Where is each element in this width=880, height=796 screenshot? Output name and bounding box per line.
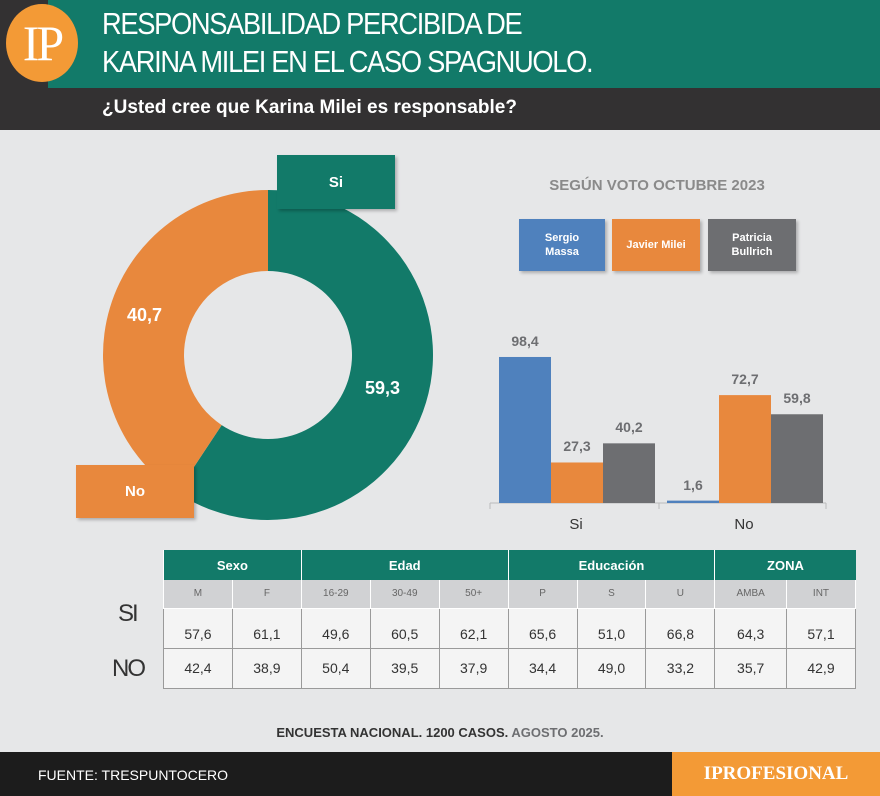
column-header: AMBA [714, 580, 787, 609]
question: ¿Usted cree que Karina Milei es responsa… [102, 97, 517, 118]
table-cell: 61,1 [231, 607, 302, 649]
table-cell: 66,8 [645, 607, 716, 649]
column-header: M [163, 580, 233, 609]
donut-slice-si [176, 190, 433, 520]
bar-no-0 [667, 500, 719, 503]
group-header: Educación [507, 550, 715, 580]
donut-label-si: Si [277, 155, 395, 209]
donut-chart [102, 190, 433, 520]
column-header: 16-29 [300, 580, 371, 609]
group-header: Sexo [163, 550, 302, 580]
title-bar [48, 0, 880, 88]
donut-slice-no [102, 190, 268, 493]
donut-value-no: 40,7 [127, 305, 163, 325]
table-cell: 42,9 [785, 647, 857, 689]
survey-date: AGOSTO 2025. [511, 725, 604, 740]
table-cell: 64,3 [714, 607, 787, 649]
table-cell: 33,2 [645, 647, 716, 689]
column-header: S [576, 580, 647, 609]
bar-si-2 [603, 443, 655, 503]
bar-chart [489, 356, 827, 509]
bar-chart-title: SEGÚN VOTO OCTUBRE 2023 [549, 177, 765, 194]
table-cell: 57,6 [163, 607, 233, 649]
table-cell: 49,6 [300, 607, 371, 649]
table-cell: 60,5 [369, 607, 440, 649]
x-label-si: Si [569, 516, 583, 533]
table-cell: 34,4 [507, 647, 578, 689]
table-cell: 35,7 [714, 647, 787, 689]
table-cell: 50,4 [300, 647, 371, 689]
demographics-table: Sexo Edad Educación ZONA M F 16-29 30-49 50+ P S U A… [163, 550, 857, 689]
legend-javier-milei: Javier Milei [612, 219, 700, 271]
table-cell: 62,1 [438, 607, 509, 649]
charts-svg [102, 190, 827, 520]
bar-value-label: 1,6 [683, 476, 703, 493]
group-header: ZONA [714, 550, 856, 580]
table-cell: 42,4 [163, 647, 233, 689]
row-label-no: NO [112, 655, 146, 682]
column-header: F [231, 580, 302, 609]
legend-sergio-massa: Sergio Massa [519, 219, 605, 271]
group-header: Edad [300, 550, 509, 580]
column-header: 50+ [438, 580, 509, 609]
ip-logo: IP [6, 4, 78, 82]
table-cell: 51,0 [576, 607, 647, 649]
table-cell: 37,9 [438, 647, 509, 689]
table-cell: 65,6 [507, 607, 578, 649]
bar-value-label: 72,7 [731, 371, 759, 388]
donut-value-si: 59,3 [365, 378, 401, 398]
column-header: INT [785, 580, 857, 609]
bar-no-2 [771, 414, 823, 503]
bar-no-1 [719, 395, 771, 503]
x-label-no: No [734, 516, 754, 533]
bar-value-label: 40,2 [615, 419, 643, 436]
column-header: U [645, 580, 716, 609]
bar-si-0 [499, 356, 551, 503]
bar-si-1 [551, 462, 603, 503]
bar-value-label: 59,8 [783, 390, 811, 407]
column-header: 30-49 [369, 580, 440, 609]
column-header: P [507, 580, 578, 609]
brand-logo: IPROFESIONAL [672, 752, 880, 796]
legend-patricia-bullrich: Patricia Bullrich [708, 219, 796, 271]
table-cell: 38,9 [231, 647, 302, 689]
bar-value-label: 27,3 [563, 438, 591, 455]
table-cell: 39,5 [369, 647, 440, 689]
table-cell: 49,0 [576, 647, 647, 689]
donut-label-no: No [76, 465, 194, 518]
title-line-2: KARINA MILEI EN EL CASO SPAGNUOLO. [102, 44, 594, 79]
survey-note: ENCUESTA NACIONAL. 1200 CASOS. AGOSTO 20… [0, 725, 880, 740]
bar-value-label: 98,4 [511, 332, 539, 349]
row-label-si: SI [118, 600, 139, 627]
survey-note-main: ENCUESTA NACIONAL. 1200 CASOS. [276, 725, 509, 740]
title-line-1: RESPONSABILIDAD PERCIBIDA DE [102, 6, 523, 41]
source: FUENTE: TRESPUNTOCERO [38, 767, 229, 783]
table-cell: 57,1 [785, 607, 857, 649]
